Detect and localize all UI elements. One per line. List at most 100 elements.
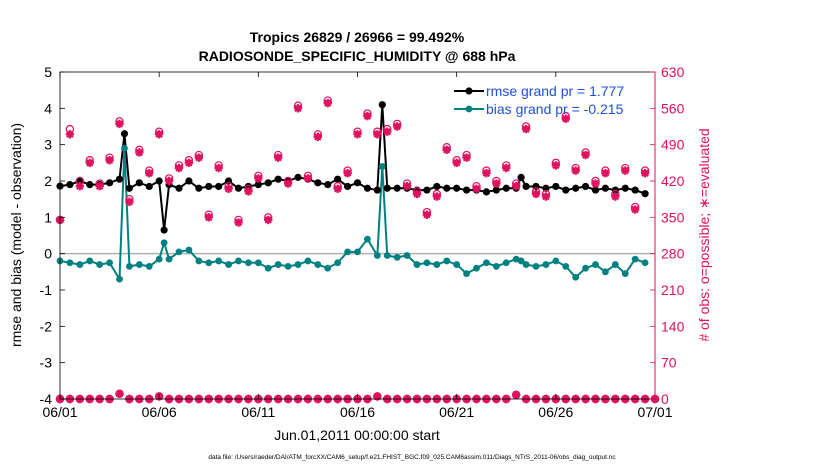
bias-point (443, 257, 451, 265)
bias-point (582, 264, 589, 272)
obs-evaluated-marker (254, 174, 263, 183)
obs-evaluated-marker (511, 181, 521, 191)
bias-point (463, 270, 470, 278)
bias-point (175, 248, 183, 256)
obs-evaluated-marker (214, 163, 223, 173)
bias-point (86, 257, 94, 265)
bias-point (284, 262, 292, 270)
bias-point (433, 261, 441, 268)
rmse-point (66, 181, 74, 189)
obs-evaluated-marker (502, 163, 511, 173)
bias-point (215, 257, 223, 265)
rmse-point (522, 182, 530, 191)
obs-evaluated-marker (392, 122, 402, 131)
obs-evaluated-marker (363, 111, 372, 121)
x-tick-label: 06/16 (340, 404, 375, 420)
obs-evaluated-marker (482, 169, 491, 178)
rmse-point (195, 184, 203, 192)
bias-point (106, 259, 113, 267)
obs-evaluated-marker (224, 184, 233, 193)
bias-point (121, 144, 128, 152)
rmse-point (76, 177, 84, 185)
y-right-tick-label: 70 (661, 355, 677, 371)
rmse-point (314, 179, 322, 187)
bias-point (116, 275, 123, 283)
bias-point (344, 248, 351, 256)
bias-point (294, 261, 302, 268)
x-tick-label: 06/21 (439, 404, 474, 420)
rmse-point (562, 186, 570, 194)
rmse-point (125, 184, 134, 192)
y-right-tick-label: 560 (661, 100, 685, 116)
rmse-point (363, 184, 372, 192)
y-left-tick-label: 5 (44, 64, 52, 80)
bias-point (314, 261, 322, 268)
footnote: data file: /Users/raeder/DAI/ATM_forcXX/… (208, 454, 616, 461)
bias-point (423, 259, 431, 267)
y-right-tick-label: 630 (661, 64, 685, 80)
bias-point (160, 239, 168, 247)
rmse-point (264, 179, 272, 187)
bias-point (403, 252, 411, 259)
rmse-point (324, 181, 332, 189)
x-tick-label: 06/26 (538, 404, 573, 420)
obs-evaluated-marker (472, 184, 481, 193)
rmse-point (601, 184, 610, 192)
rmse-point (621, 184, 629, 192)
obs-evaluated-marker (75, 181, 85, 191)
bias-point (324, 264, 332, 272)
chart-subtitle: RADIOSONDE_SPECIFIC_HUMIDITY @ 688 hPa (199, 48, 516, 64)
x-tick-label: 06/11 (241, 404, 275, 420)
obs-evaluated-marker (541, 192, 551, 201)
bias-point (245, 259, 252, 267)
obs-evaluated-marker (293, 104, 303, 113)
bias-point (235, 257, 242, 265)
y-left-tick-label: 3 (44, 137, 52, 153)
obs-evaluated-marker (422, 210, 432, 219)
bias-point (552, 257, 560, 265)
obs-evaluated-marker (145, 169, 154, 178)
rmse-point (145, 182, 153, 191)
obs-evaluated-marker (105, 156, 114, 165)
y-left-tick-label: -2 (40, 318, 53, 334)
obs-evaluated-marker (164, 176, 174, 186)
bias-point (621, 270, 629, 278)
rmse-point (591, 186, 600, 194)
obs-evaluated-marker (492, 179, 501, 188)
plot-area (60, 72, 655, 399)
rmse-point (552, 182, 560, 191)
bias-point (492, 262, 500, 270)
bias-point (304, 257, 312, 265)
obs-evaluated-marker (273, 153, 283, 162)
rmse-point (334, 175, 342, 183)
y-axis-label-left: rmse and bias (model - observation) (8, 123, 24, 347)
rmse-point (294, 173, 302, 181)
bias-point (225, 261, 232, 268)
obs-evaluated-bottom-marker (511, 390, 521, 400)
obs-evaluated-marker (521, 124, 531, 134)
rmse-point (542, 184, 550, 192)
bias-point (473, 264, 480, 272)
chart-title: Tropics 26829 / 26966 = 99.492% (250, 29, 465, 45)
rmse-point (215, 182, 223, 191)
bias-point (155, 255, 163, 263)
obs-evaluated-marker (264, 215, 273, 225)
rmse-point (373, 186, 381, 194)
obs-evaluated-marker (412, 189, 422, 199)
rmse-point (234, 184, 243, 192)
bias-point (522, 261, 530, 268)
bias-point (76, 261, 84, 268)
obs-evaluated-marker (115, 119, 124, 129)
bias-point (354, 248, 361, 256)
y-left-tick-label: 2 (44, 173, 52, 189)
y-right-tick-label: 280 (661, 246, 685, 262)
obs-evaluated-marker (621, 166, 630, 175)
rmse-point (492, 186, 500, 194)
y-right-tick-label: 210 (661, 282, 685, 298)
obs-evaluated-marker (85, 158, 94, 168)
rmse-line (59, 104, 646, 231)
obs-evaluated-marker (125, 197, 134, 206)
y-right-tick-label: 140 (661, 318, 685, 334)
legend-bias-label: bias grand pr = -0.215 (486, 101, 624, 117)
